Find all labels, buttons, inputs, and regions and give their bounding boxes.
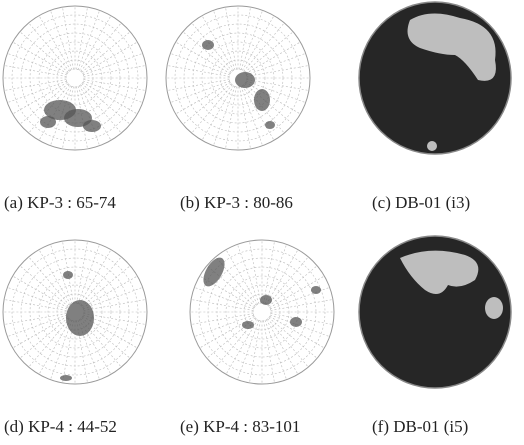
density-blob — [40, 116, 56, 128]
caption: (c) DB-01 (i3) — [372, 193, 470, 212]
figure: (a) KP-3 : 65-74 (b) KP-3 : 80-86 (c) DB… — [0, 0, 524, 445]
density-blob — [254, 89, 270, 111]
light-patch — [485, 297, 503, 319]
density-blob — [60, 375, 72, 381]
density-blob — [83, 120, 101, 132]
density-blob — [242, 321, 254, 329]
caption: (a) KP-3 : 65-74 — [4, 193, 116, 212]
density-blob — [66, 300, 94, 336]
caption: (f) DB-01 (i5) — [372, 417, 468, 436]
light-patch — [427, 141, 437, 151]
caption: (b) KP-3 : 80-86 — [180, 193, 293, 212]
density-blob — [235, 72, 255, 88]
density-blob — [260, 295, 272, 305]
density-blob — [63, 271, 73, 279]
caption: (d) KP-4 : 44-52 — [4, 417, 117, 436]
caption: (e) KP-4 : 83-101 — [180, 417, 300, 436]
density-blob — [265, 121, 275, 129]
density-blob — [202, 40, 214, 50]
density-blob — [311, 286, 321, 294]
density-blob — [290, 317, 302, 327]
